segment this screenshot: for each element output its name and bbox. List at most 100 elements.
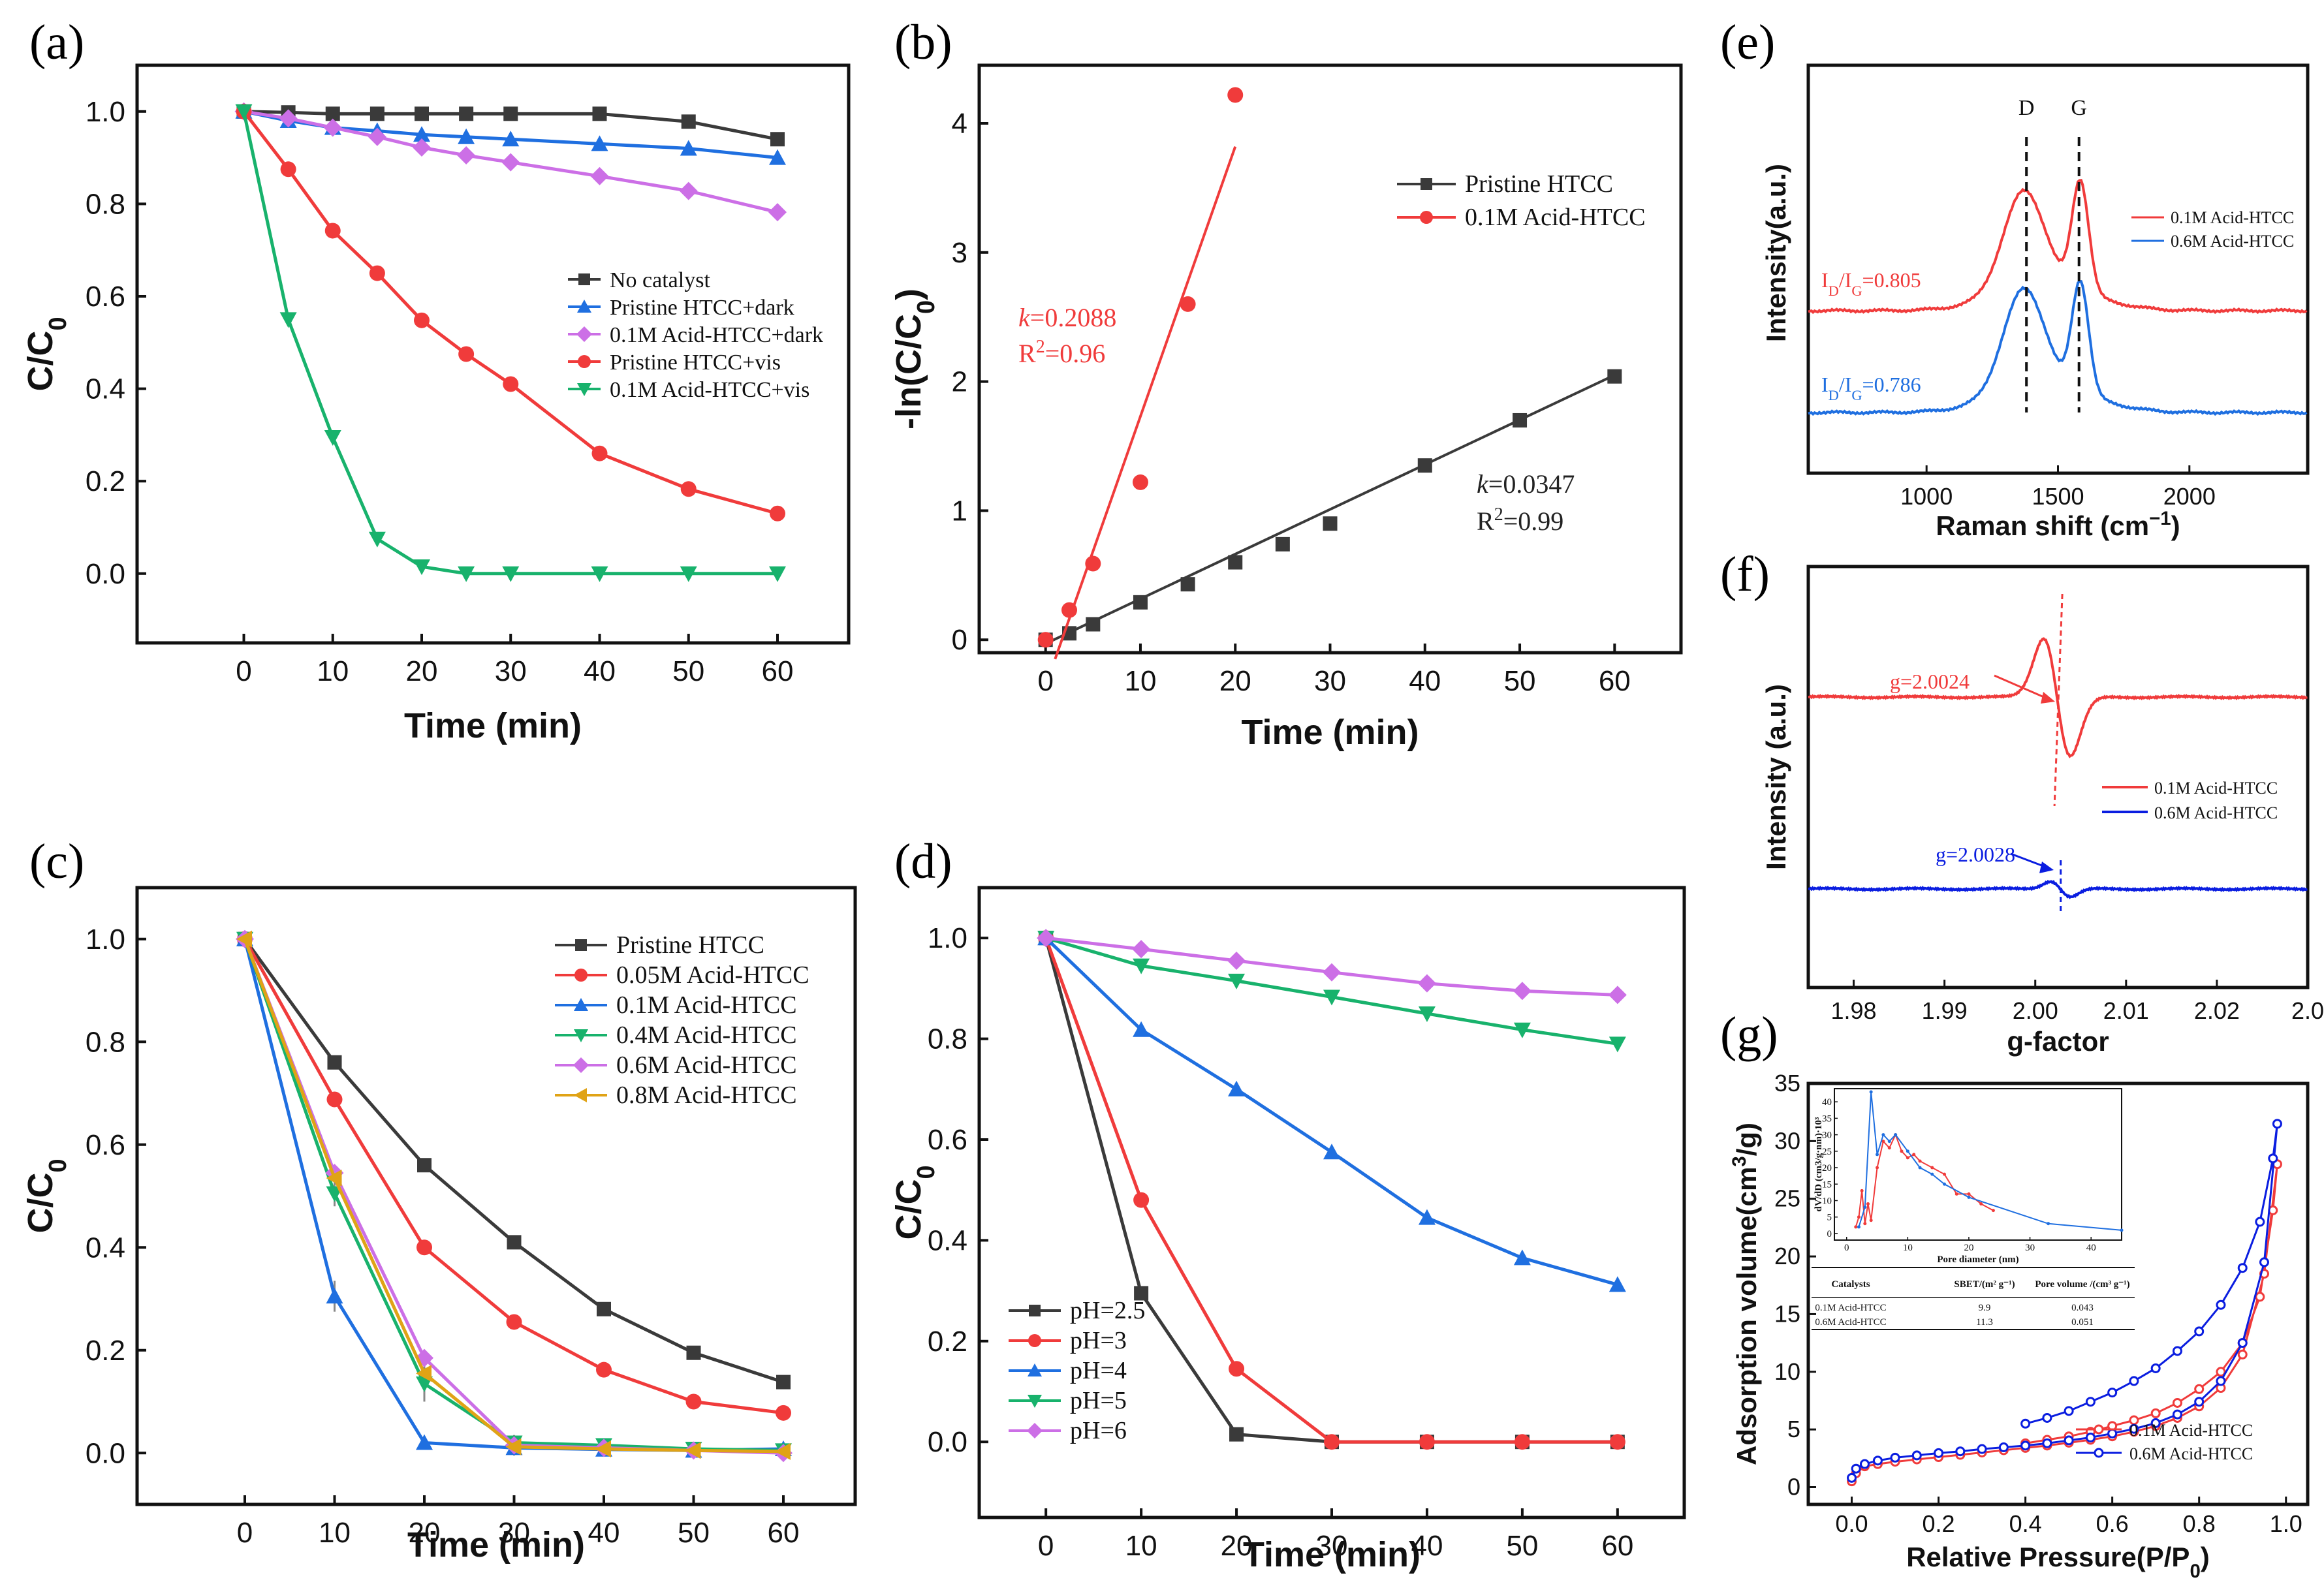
data-point-pristine-htcc-6 (1275, 536, 1290, 552)
x-tick-label: 0 (1037, 665, 1053, 697)
epr-curve-0 (1808, 637, 2308, 758)
inset-point-1-10 (1943, 1182, 1947, 1186)
y-axis-title: Adsorption volume(cm3/g) (1729, 1123, 1763, 1465)
x-axis-title: g-factor (2007, 1026, 2109, 1057)
isotherm-point-1-14 (2107, 1428, 2118, 1438)
legend-marker (577, 383, 591, 396)
legend-marker (576, 326, 592, 342)
peak-label: D (2018, 96, 2035, 120)
id-ig-ratio-red-part: /I (1839, 268, 1852, 292)
data-point-0-4m-acid-htcc-2 (416, 1376, 433, 1392)
y-tick-label: 0 (1787, 1473, 1800, 1500)
inset-point-0-4 (1866, 1202, 1870, 1206)
legend-label: pH=6 (1070, 1417, 1127, 1444)
data-point-pristine-htcc-1 (327, 1055, 342, 1070)
y-tick-label: 0.0 (86, 1437, 125, 1469)
legend-label: 0.4M Acid-HTCC (616, 1021, 797, 1049)
x-tick-label: 40 (588, 1517, 620, 1549)
y-tick-label: 0.8 (928, 1023, 967, 1055)
inset-x-tick-label: 20 (1964, 1243, 1973, 1253)
x-tick-label: 0 (237, 1517, 253, 1549)
data-point-pristine-htcc-vis-1 (280, 161, 296, 178)
inset-point-0-2 (1860, 1189, 1864, 1192)
data-point-0-8m-acid-htcc-6 (775, 1442, 791, 1460)
legend-label: 0.6M Acid-HTCC (2171, 232, 2294, 251)
table-cell: 0.043 (2071, 1303, 2094, 1313)
inset-point-0-12 (1912, 1153, 1916, 1157)
x-axis-title-part: 0 (2190, 1561, 2200, 1582)
data-point-ph-5-4 (1418, 1006, 1436, 1022)
inset-point-0-19 (1991, 1209, 1995, 1213)
x-tick-label: 60 (762, 655, 794, 687)
isotherm-point-1-33 (2064, 1406, 2074, 1416)
r2-annotation-red-part: R (1018, 339, 1036, 368)
k-annotation-red-part: =0.2088 (1030, 303, 1117, 332)
data-point-pristine-htcc-2 (1086, 617, 1101, 632)
id-ig-ratio-blue-part: I (1821, 373, 1829, 396)
x-axis-title: Time (min) (404, 706, 582, 745)
inset-point-0-14 (1930, 1166, 1934, 1170)
panel-label: (e) (1720, 15, 1775, 70)
isotherm-point-1-25 (2237, 1263, 2248, 1273)
id-ig-ratio-red-part: I (1821, 268, 1829, 292)
inset-y-tick-label: 15 (1822, 1179, 1832, 1190)
inset-point-0-18 (1979, 1202, 1983, 1206)
x-tick-label: 1000 (1900, 483, 1953, 510)
data-point-0-1m-acid-htcc-4 (1180, 296, 1196, 312)
x-tick-label: 0 (236, 655, 251, 687)
y-tick-label: 0.6 (86, 1129, 125, 1161)
series-line-0 (1044, 937, 1618, 1444)
r2-annotation-black: R2=0.99 (1477, 505, 1563, 536)
isotherm-point-1-22 (2272, 1119, 2282, 1129)
data-point-pristine-htcc-5 (1228, 555, 1243, 570)
data-point-ph-6-6 (1608, 986, 1627, 1004)
data-point-pristine-htcc-dark-7 (591, 135, 608, 151)
y-axis-title: C/C0 (21, 1158, 72, 1233)
isotherm-point-1-9 (1998, 1442, 2009, 1453)
r2-annotation-red-part: 2 (1036, 337, 1045, 357)
y-tick-label: 30 (1774, 1127, 1800, 1154)
x-axis-title: Relative Pressure(P/P0) (1906, 1542, 2210, 1582)
x-tick-label: 20 (406, 655, 438, 687)
data-point-pristine-htcc-3 (1133, 595, 1148, 610)
series-line-1 (1044, 937, 1618, 1444)
x-tick-label: 50 (678, 1517, 710, 1549)
id-ig-ratio-blue: ID/IG=0.786 (1821, 373, 1921, 403)
y-axis-title-part: 0 (44, 1158, 72, 1172)
data-point-pristine-htcc-vis-5 (458, 346, 475, 362)
inset-point-0-8 (1887, 1146, 1891, 1150)
data-point-ph-6-4 (1417, 974, 1436, 993)
data-point-0-1m-acid-htcc-vis-4 (413, 559, 430, 576)
inset-y-title: dV/dD (cm3/g·nm)·10³ (1814, 1117, 1824, 1211)
inset-point-1-3 (1876, 1153, 1879, 1157)
r2-annotation-black-part: =0.99 (1503, 506, 1564, 536)
data-point-pristine-htcc-4 (597, 1301, 611, 1316)
y-tick-label: 10 (1774, 1358, 1800, 1385)
data-point-pristine-htcc-dark-8 (680, 140, 697, 156)
y-tick-label: 0.6 (86, 281, 125, 313)
table-cell: 0.6M Acid-HTCC (1815, 1317, 1886, 1328)
isotherm-point-1-26 (2216, 1299, 2226, 1310)
data-point-0-8m-acid-htcc-0 (236, 930, 252, 948)
inset-point-0-7 (1881, 1140, 1885, 1143)
data-point-no-catalyst-9 (770, 132, 785, 147)
data-point-0-1m-acid-htcc-dark-5 (457, 146, 476, 165)
plot-frame (1806, 565, 2310, 989)
data-point-0-1m-acid-htcc-vis-0 (235, 104, 253, 120)
data-point-pristine-htcc-dark-9 (769, 149, 786, 165)
y-axis-title-part: Adsorption volume(cm (1731, 1167, 1762, 1465)
legend-label: pH=3 (1070, 1327, 1127, 1354)
id-ig-ratio-red-part: D (1829, 283, 1839, 299)
data-point-pristine-htcc-2 (417, 1158, 432, 1173)
x-tick-label: 1.0 (2270, 1510, 2302, 1537)
data-point-pristine-htcc-dark-4 (413, 126, 430, 142)
series-line-0 (243, 110, 778, 141)
inset-point-1-7 (1906, 1149, 1909, 1153)
x-tick-label: 30 (498, 1517, 530, 1549)
inset-point-0-6 (1876, 1166, 1879, 1170)
legend-marker (1028, 1363, 1042, 1376)
data-point-pristine-htcc-5 (686, 1345, 701, 1360)
data-point-0-1m-acid-htcc-vis-3 (368, 531, 386, 548)
inset-x-title: Pore diameter (nm) (1937, 1254, 2018, 1265)
inset-y-tick-label: 20 (1822, 1163, 1832, 1174)
